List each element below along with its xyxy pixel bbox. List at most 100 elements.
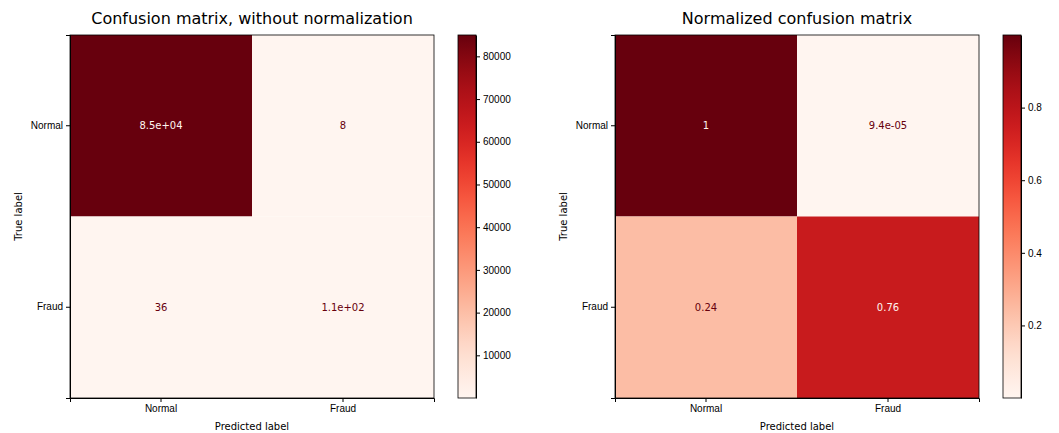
cell <box>797 35 979 217</box>
cell <box>70 35 252 217</box>
colorbar-tick-label: 80000 <box>483 51 511 62</box>
cell-labels: 1 9.4e-05 0.24 0.76 <box>695 120 907 313</box>
figure: 8.5e+04 8 36 1.1e+02 Normal Fraud Normal Fraud C… <box>0 0 1059 433</box>
title: Confusion matrix, without normalization <box>91 9 413 28</box>
y-tick-label: Normal <box>31 120 63 131</box>
cell-label: 1.1e+02 <box>321 302 364 313</box>
x-tick: Fraud <box>875 398 901 414</box>
cell <box>797 217 979 399</box>
cells <box>70 35 434 398</box>
x-tick-label: Normal <box>690 403 722 414</box>
colorbar-tick: 40000 <box>476 222 511 233</box>
cell-labels: 8.5e+04 8 36 1.1e+02 <box>139 120 364 313</box>
colorbar-tick-label: 0.8 <box>1028 102 1042 113</box>
colorbar-tick-label: 20000 <box>483 307 511 318</box>
plot-frame <box>615 35 979 398</box>
colorbar-axis-line <box>1021 36 1022 399</box>
colorbar-tick-label: 60000 <box>483 136 511 147</box>
x-axis-title: Predicted label <box>760 421 834 432</box>
x-tick-mark <box>888 398 889 402</box>
cell-label: 0.24 <box>695 302 717 313</box>
x-tick-mark <box>161 398 162 402</box>
plot-frame <box>70 35 434 398</box>
colorbar-tick: 0.6 <box>1021 175 1042 186</box>
cell <box>252 217 434 399</box>
colorbar-tick-mark <box>1021 325 1025 326</box>
colorbar-tick-label: 30000 <box>483 265 511 276</box>
colorbar-tick-mark <box>1021 180 1025 181</box>
colorbar-tick: 0.4 <box>1021 248 1042 259</box>
colorbar-tick: 60000 <box>476 136 511 147</box>
x-tick: Normal <box>690 398 722 414</box>
colorbar-tick: 0.8 <box>1021 102 1042 113</box>
y-axis: Normal Fraud <box>576 36 616 399</box>
colorbar-axis: 0.2 0.4 0.6 0.8 <box>1021 36 1042 399</box>
y-tick-mark <box>66 307 70 308</box>
colorbar-tick-label: 0.2 <box>1028 320 1042 331</box>
x-tick-label: Normal <box>145 403 177 414</box>
y-tick-label: Fraud <box>582 301 608 312</box>
colorbar-axis-line <box>476 36 477 399</box>
y-tick: Normal <box>576 120 615 131</box>
colorbar-tick: 50000 <box>476 179 511 190</box>
cell-label: 8.5e+04 <box>139 120 182 131</box>
heatmap-panel: 8.5e+04 8 36 1.1e+02 Normal Fraud Normal Fraud <box>31 35 435 414</box>
cell <box>615 35 797 217</box>
colorbar-tick-mark <box>1021 253 1025 254</box>
colorbar-tick-label: 40000 <box>483 222 511 233</box>
colorbar-tick-mark <box>476 184 480 185</box>
colorbar-tick-mark <box>476 313 480 314</box>
colorbar-tick-label: 0.6 <box>1028 175 1042 186</box>
colorbar-tick-label: 10000 <box>483 350 511 361</box>
y-tick: Fraud <box>582 301 615 312</box>
y-tick-label: Fraud <box>37 301 63 312</box>
x-axis: Normal Fraud <box>71 398 435 414</box>
x-tick-mark <box>343 398 344 402</box>
colorbar-gradient <box>458 35 476 398</box>
colorbar-tick-mark <box>476 56 480 57</box>
x-axis: Normal Fraud <box>616 398 980 414</box>
colorbar-tick-mark <box>476 355 480 356</box>
colorbar-tick: 30000 <box>476 265 511 276</box>
x-axis-line <box>616 399 980 403</box>
colorbar-tick-label: 70000 <box>483 94 511 105</box>
heatmap-panel: 1 9.4e-05 0.24 0.76 Normal Fraud Normal Fraud <box>576 35 980 414</box>
x-tick-label: Fraud <box>875 403 901 414</box>
x-axis-title: Predicted label <box>215 421 289 432</box>
colorbar: 0.2 0.4 0.6 0.8 <box>1003 35 1042 399</box>
colorbar-tick: 70000 <box>476 94 511 105</box>
colorbar-tick-mark <box>476 142 480 143</box>
cell-label: 9.4e-05 <box>869 120 907 131</box>
x-tick-mark <box>706 398 707 402</box>
x-tick-label: Fraud <box>330 403 356 414</box>
colorbar-tick: 10000 <box>476 350 511 361</box>
colorbar-tick-mark <box>476 270 480 271</box>
colorbar-axis: 10000 20000 30000 40000 50000 60000 70000 80000 <box>476 36 511 399</box>
cell <box>615 217 797 399</box>
colorbar-tick: 0.2 <box>1021 320 1042 331</box>
cell-label: 0.76 <box>877 302 899 313</box>
cells <box>615 35 979 398</box>
y-axis-title: True label <box>13 192 24 242</box>
x-tick: Fraud <box>330 398 356 414</box>
x-tick: Normal <box>145 398 177 414</box>
colorbar-tick: 80000 <box>476 51 511 62</box>
colorbar-tick-mark <box>476 99 480 100</box>
y-axis: Normal Fraud <box>31 36 71 399</box>
title: Normalized confusion matrix <box>682 9 912 28</box>
y-tick-mark <box>611 307 615 308</box>
y-tick-label: Normal <box>576 120 608 131</box>
cell-label: 1 <box>703 120 709 131</box>
y-tick: Fraud <box>37 301 70 312</box>
y-axis-title: True label <box>558 192 569 242</box>
colorbar-tick-label: 50000 <box>483 179 511 190</box>
cell-label: 8 <box>340 120 346 131</box>
cell-label: 36 <box>155 302 168 313</box>
y-tick-mark <box>611 125 615 126</box>
y-tick: Normal <box>31 120 70 131</box>
cell <box>70 217 252 399</box>
colorbar-tick-label: 0.4 <box>1028 248 1042 259</box>
colorbar-tick-mark <box>476 227 480 228</box>
colorbar-gradient <box>1003 35 1021 398</box>
x-axis-line <box>71 399 435 403</box>
